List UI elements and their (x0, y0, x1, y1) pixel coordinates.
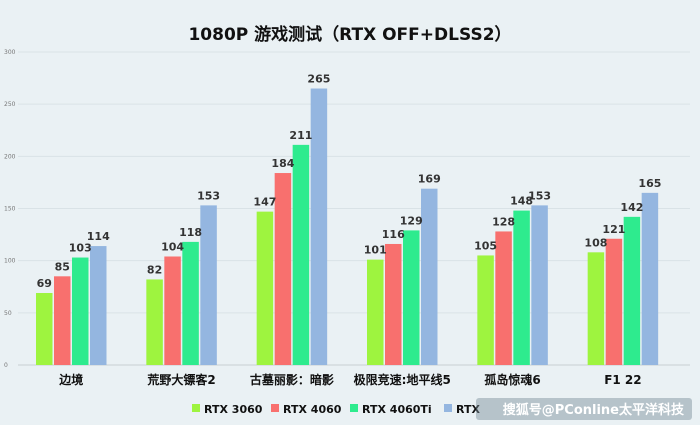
bar (513, 210, 530, 365)
data-label: 82 (147, 263, 162, 276)
bar (200, 205, 217, 365)
data-label: 69 (37, 277, 52, 290)
data-label: 265 (307, 73, 330, 86)
y-tick-label: 250 (4, 101, 16, 108)
data-label: 116 (382, 228, 405, 241)
bar (310, 88, 328, 366)
data-label: 165 (638, 177, 661, 190)
legend-label: RTX (456, 403, 480, 416)
legend: RTX 3060 RTX 4060 RTX 4060Ti RTX (192, 403, 480, 416)
data-label: 121 (602, 223, 625, 236)
x-tick-label: F1 22 (604, 373, 641, 387)
bar (146, 279, 163, 365)
y-tick-label: 300 (4, 49, 16, 56)
legend-label: RTX 3060 (204, 403, 263, 416)
x-tick-label: 古墓丽影：暗影 (250, 372, 334, 387)
data-label: 101 (364, 244, 387, 257)
bar (605, 238, 623, 365)
bars (36, 88, 659, 366)
data-label: 85 (55, 260, 70, 273)
data-label: 118 (179, 226, 202, 239)
legend-swatch (350, 404, 358, 412)
data-label: 129 (400, 214, 423, 227)
legend-label: RTX 4060Ti (362, 403, 432, 416)
data-label: 104 (161, 240, 184, 253)
bar (623, 216, 641, 365)
bar (367, 259, 384, 365)
data-label: 103 (69, 242, 92, 255)
bar (495, 231, 512, 365)
chart-title: 1080P 游戏测试（RTX OFF+DLSS2） (188, 24, 511, 45)
y-axis: 0 50 100 150 200 250 300 (4, 49, 16, 369)
x-tick-label: 极限竞速:地平线5 (354, 372, 451, 387)
legend-swatch (192, 404, 200, 412)
bar (54, 276, 71, 365)
bar (587, 252, 605, 365)
bar (531, 205, 548, 365)
y-tick-label: 50 (4, 310, 12, 317)
data-label: 148 (510, 195, 533, 208)
data-label: 153 (197, 189, 220, 202)
x-axis: 边境 荒野大镖客2 古墓丽影：暗影 极限竞速:地平线5 孤岛惊魂6 F1 22 (58, 372, 641, 387)
bar (164, 256, 181, 365)
bar (274, 173, 292, 365)
legend-swatch (444, 404, 452, 412)
bar (385, 243, 402, 365)
data-label: 153 (528, 189, 551, 202)
bar (477, 255, 494, 365)
bar (182, 241, 199, 365)
y-tick-label: 100 (4, 258, 16, 265)
watermark-background (476, 398, 692, 420)
grid (18, 51, 690, 366)
x-tick-label: 边境 (58, 372, 83, 387)
data-label: 105 (474, 239, 497, 252)
data-label: 108 (584, 236, 607, 249)
data-label: 184 (271, 157, 294, 170)
bar (292, 144, 310, 365)
watermark: 搜狐号@PConline太平洋科技 (503, 402, 685, 418)
data-label: 128 (492, 215, 515, 228)
data-label: 147 (253, 196, 276, 209)
legend-label: RTX 4060 (283, 403, 342, 416)
x-tick-label: 荒野大镖客2 (146, 372, 215, 387)
data-label: 169 (418, 173, 441, 186)
y-tick-label: 0 (4, 362, 8, 369)
bar (421, 188, 438, 365)
y-tick-label: 150 (4, 206, 16, 213)
legend-swatch (271, 404, 279, 412)
data-label: 114 (87, 230, 110, 243)
bar (36, 293, 53, 365)
data-label: 142 (620, 201, 643, 214)
y-tick-label: 200 (4, 153, 16, 160)
bar (90, 246, 107, 365)
x-tick-label: 孤岛惊魂6 (484, 372, 540, 387)
bar (641, 192, 659, 365)
bar (256, 211, 274, 365)
bar (403, 230, 420, 365)
data-label: 211 (289, 129, 312, 142)
bar (72, 257, 89, 365)
